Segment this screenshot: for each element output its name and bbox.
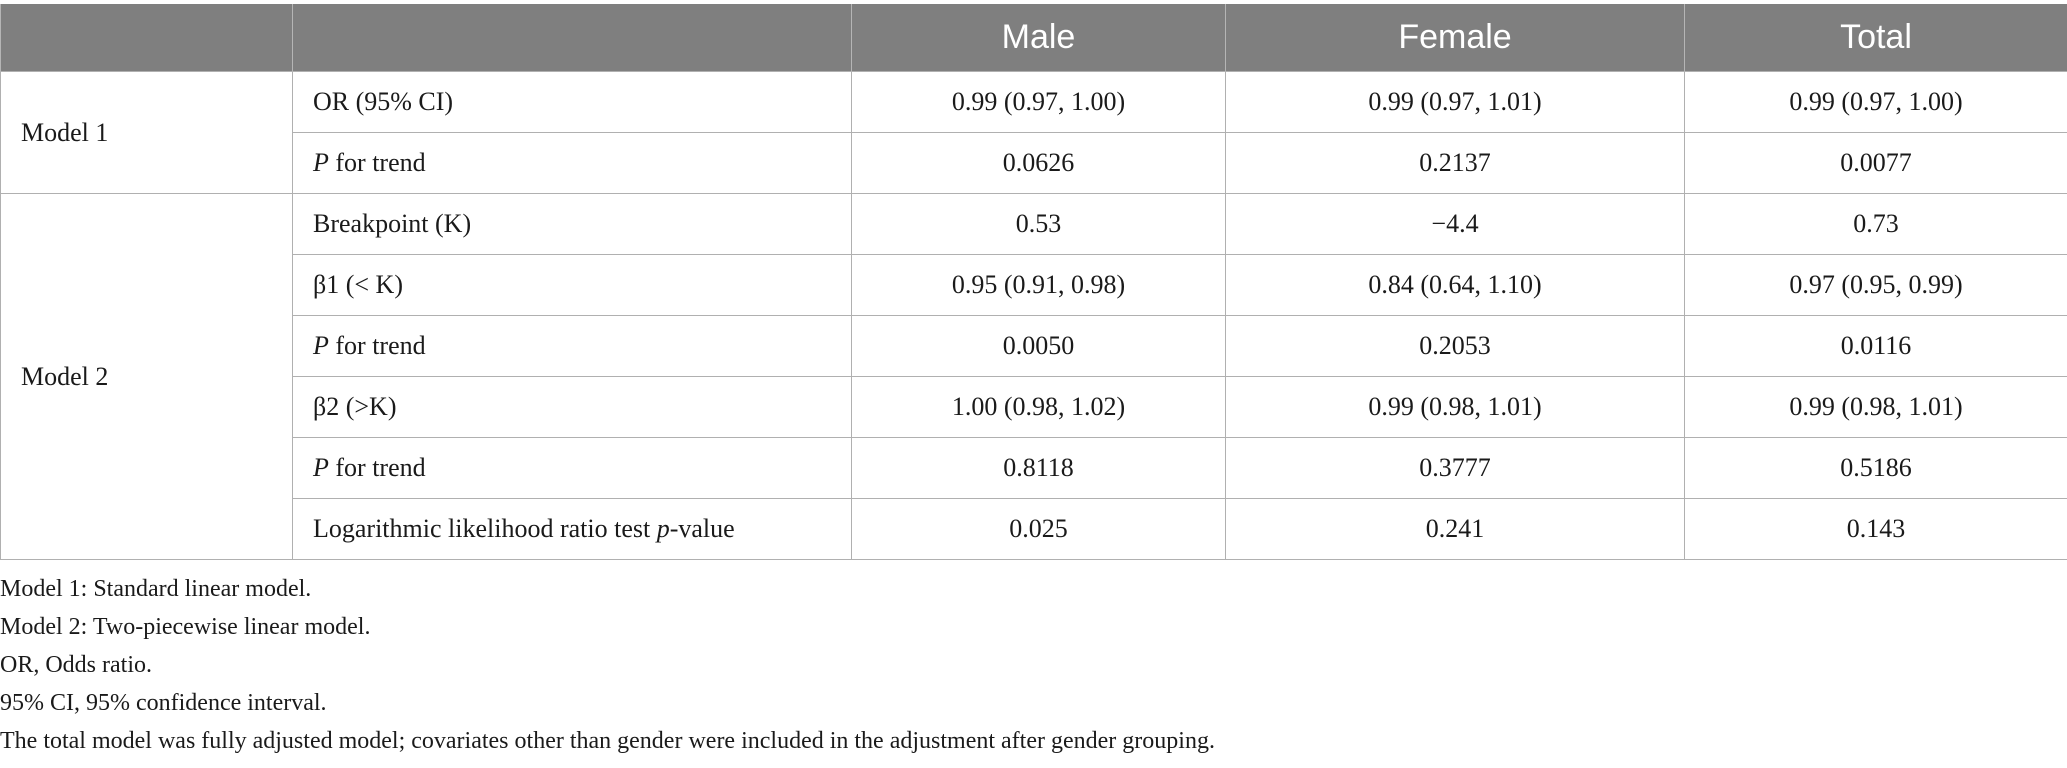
cell-total: 0.0116 — [1684, 315, 2067, 377]
table-row: Model 1 OR (95% CI) 0.99 (0.97, 1.00) 0.… — [0, 71, 2067, 194]
cell-female: 0.2053 — [1225, 315, 1685, 377]
header-row: Male Female Total — [0, 4, 2067, 72]
cell-total: 0.99 (0.98, 1.01) — [1684, 376, 2067, 438]
footnote: OR, Odds ratio. — [0, 652, 152, 678]
row-label: β2 (>K) — [292, 376, 852, 438]
table-row: β2 (>K) 1.00 (0.98, 1.02) 0.99 (0.98, 1.… — [1, 376, 2067, 438]
cell-female: −4.4 — [1225, 193, 1685, 255]
row-label: Breakpoint (K) — [292, 193, 852, 255]
footnote: 95% CI, 95% confidence interval. — [0, 690, 327, 716]
cell-male: 1.00 (0.98, 1.02) — [851, 376, 1226, 438]
header-measure — [292, 4, 852, 72]
header-total: Total — [1684, 4, 2067, 72]
cell-female: 0.99 (0.97, 1.01) — [1225, 71, 1685, 133]
cell-female: 0.84 (0.64, 1.10) — [1225, 254, 1685, 316]
table-row: P for trend 0.8118 0.3777 0.5186 — [1, 437, 2067, 499]
table-row: P for trend 0.0626 0.2137 0.0077 — [1, 132, 2067, 194]
cell-total: 0.97 (0.95, 0.99) — [1684, 254, 2067, 316]
cell-female: 0.241 — [1225, 498, 1685, 560]
row-label: β1 (< K) — [292, 254, 852, 316]
cell-total: 0.0077 — [1684, 132, 2067, 194]
cell-female: 0.3777 — [1225, 437, 1685, 499]
cell-female: 0.99 (0.98, 1.01) — [1225, 376, 1685, 438]
row-label: OR (95% CI) — [292, 71, 852, 133]
table-row: β1 (< K) 0.95 (0.91, 0.98) 0.84 (0.64, 1… — [1, 254, 2067, 316]
cell-total: 0.99 (0.97, 1.00) — [1684, 71, 2067, 133]
results-table: Male Female Total Model 1 OR (95% CI) 0.… — [0, 4, 2067, 560]
cell-male: 0.0050 — [851, 315, 1226, 377]
cell-total: 0.5186 — [1684, 437, 2067, 499]
row-label: P for trend — [292, 132, 852, 194]
header-model — [0, 4, 293, 72]
table-header: Male Female Total — [0, 4, 2067, 72]
cell-total: 0.73 — [1684, 193, 2067, 255]
cell-total: 0.143 — [1684, 498, 2067, 560]
model-1-label: Model 1 — [0, 71, 293, 194]
cell-male: 0.025 — [851, 498, 1226, 560]
cell-male: 0.53 — [851, 193, 1226, 255]
cell-male: 0.95 (0.91, 0.98) — [851, 254, 1226, 316]
table-row: P for trend 0.0050 0.2053 0.0116 — [1, 315, 2067, 377]
header-female: Female — [1225, 4, 1685, 72]
row-label: P for trend — [292, 315, 852, 377]
row-label: P for trend — [292, 437, 852, 499]
footnote: The total model was fully adjusted model… — [0, 728, 1215, 754]
footnote: Model 2: Two-piecewise linear model. — [0, 614, 371, 640]
row-label: Logarithmic likelihood ratio test p-valu… — [292, 498, 852, 560]
cell-male: 0.8118 — [851, 437, 1226, 499]
cell-male: 0.99 (0.97, 1.00) — [851, 71, 1226, 133]
table-row: Logarithmic likelihood ratio test p-valu… — [1, 498, 2067, 560]
table-footnotes: Model 1: Standard linear model. Model 2:… — [0, 570, 2067, 760]
header-male: Male — [851, 4, 1226, 72]
model-2-label: Model 2 — [0, 193, 293, 560]
cell-female: 0.2137 — [1225, 132, 1685, 194]
footnote: Model 1: Standard linear model. — [0, 576, 312, 602]
cell-male: 0.0626 — [851, 132, 1226, 194]
table-body: Model 1 OR (95% CI) 0.99 (0.97, 1.00) 0.… — [0, 71, 2067, 560]
table-row: Model 2 Breakpoint (K) 0.53 −4.4 0.73 — [0, 193, 2067, 560]
